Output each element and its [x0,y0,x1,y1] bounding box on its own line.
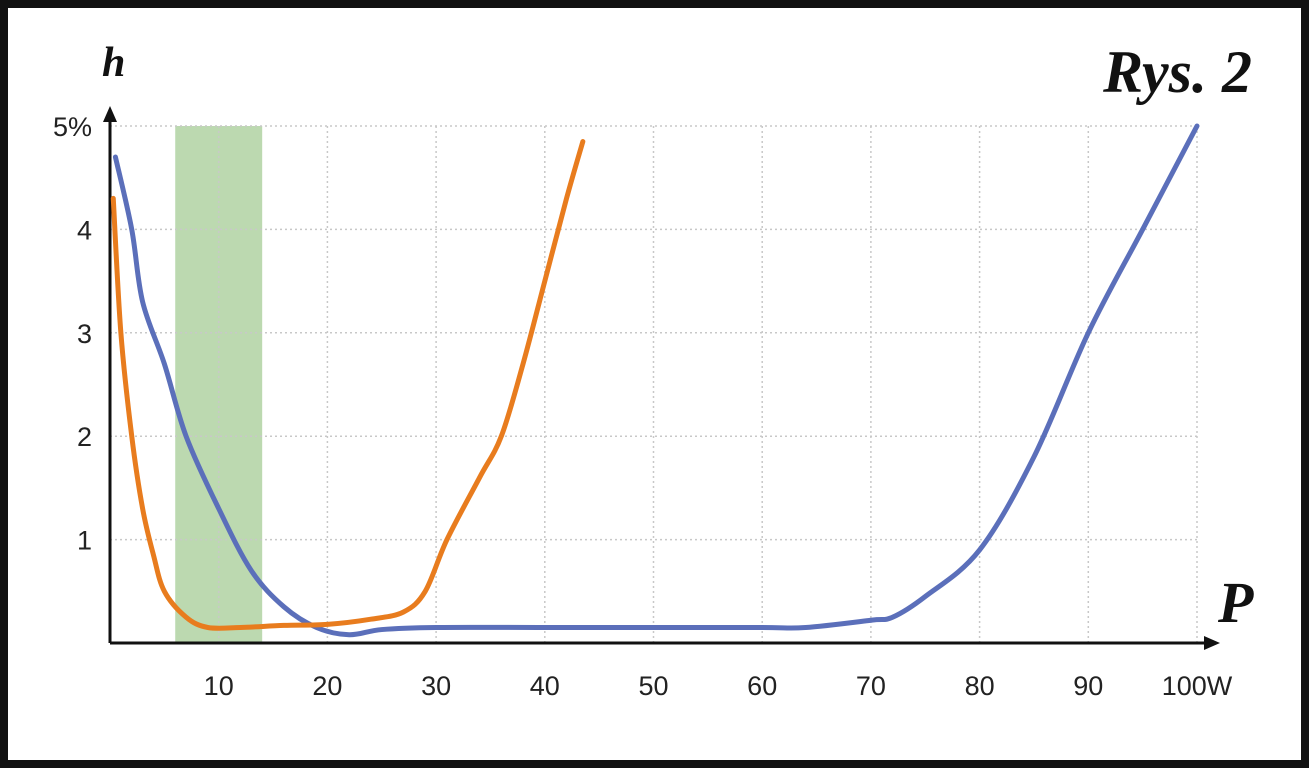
x-tick-label: 10 [204,671,234,701]
y-tick-label: 4 [77,215,92,245]
chart-title: Rys. 2 [1102,39,1252,105]
plot-area: 1 2 3 4 5% 10 20 30 40 50 60 70 80 90 100W [53,106,1233,701]
x-tick-label: 70 [856,671,886,701]
y-tick-label: 1 [77,526,92,556]
y-tick-label: 2 [77,422,92,452]
x-tick-label: 20 [312,671,342,701]
x-tick-label: 80 [965,671,995,701]
x-tick-label: 30 [421,671,451,701]
x-tick-label: 90 [1073,671,1103,701]
x-tick-label: 50 [638,671,668,701]
data-line [112,123,1200,638]
y-axis-arrow [103,106,117,122]
x-tick-label: 60 [747,671,777,701]
x-tick-label: 40 [530,671,560,701]
x-tick-label: 100W [1162,671,1233,701]
x-axis-label: P [1217,570,1254,635]
x-axis-arrow [1204,636,1220,650]
y-axis-label: h [102,40,125,86]
data-line [110,139,586,631]
y-tick-label: 3 [77,319,92,349]
y-tick-label: 5% [53,112,92,142]
